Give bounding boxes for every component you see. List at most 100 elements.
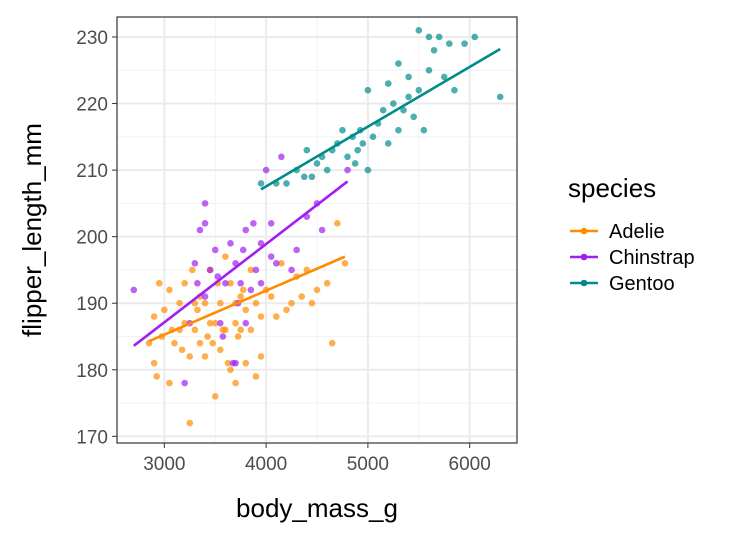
chinstrap-legend-label: Chinstrap [609, 247, 695, 269]
gentoo-point [415, 86, 423, 94]
gentoo-point [471, 33, 479, 41]
adelie-point [308, 299, 316, 307]
x-axis-title: body_mass_g [236, 493, 398, 523]
gentoo-point [395, 60, 402, 67]
chinstrap-point [272, 259, 280, 267]
gentoo-point [303, 146, 311, 154]
chinstrap-point [227, 240, 234, 247]
adelie-point [328, 339, 336, 347]
adelie-point [272, 313, 280, 320]
adelie-point [176, 299, 183, 307]
gentoo-point [354, 146, 362, 154]
adelie-point [237, 326, 244, 334]
chinstrap-point [211, 246, 219, 254]
gentoo-point [308, 173, 316, 181]
gentoo-point [351, 160, 359, 167]
chinstrap-point [214, 273, 222, 280]
chinstrap-point [250, 220, 257, 227]
gentoo-point [313, 160, 321, 167]
gentoo-point [369, 133, 377, 141]
chinstrap-point [219, 333, 227, 340]
chinstrap-point [232, 359, 239, 367]
gentoo-point [400, 106, 407, 114]
adelie-point [186, 353, 194, 360]
chinstrap-point [257, 240, 265, 247]
adelie-point [171, 339, 178, 347]
gentoo-point [405, 93, 412, 101]
x-tick-label: 4000 [245, 454, 287, 475]
x-tick-label: 6000 [449, 454, 491, 475]
gentoo-point [410, 113, 417, 121]
chinstrap-point [247, 286, 255, 294]
adelie-point [237, 293, 244, 300]
y-tick-label: 200 [76, 228, 108, 249]
gentoo-point [496, 93, 504, 101]
adelie-point [298, 293, 306, 300]
adelie-point [209, 339, 216, 347]
adelie-point [313, 286, 321, 294]
adelie-point [252, 373, 260, 380]
adelie-point [201, 299, 209, 307]
gentoo-point [283, 180, 290, 187]
adelie-point [323, 279, 331, 287]
gentoo-point [405, 73, 412, 81]
chinstrap-legend-key [580, 253, 588, 261]
chinstrap-point [257, 279, 265, 287]
gentoo-legend-label: Gentoo [609, 273, 675, 295]
data-points [130, 27, 504, 427]
adelie-point [224, 359, 232, 367]
adelie-point [166, 379, 173, 387]
y-axis-title: flipper_length_mm [17, 123, 47, 337]
adelie-point [334, 220, 341, 227]
y-tick-label: 230 [76, 28, 108, 49]
gentoo-point [364, 86, 372, 94]
gentoo-point [451, 86, 458, 94]
adelie-point [194, 306, 201, 314]
adelie-point [150, 313, 158, 320]
x-tick-label: 3000 [143, 454, 185, 475]
adelie-point [222, 253, 229, 260]
adelie-point [227, 366, 234, 374]
adelie-legend-key [580, 227, 588, 235]
chinstrap-point [222, 279, 229, 287]
gentoo-point [390, 100, 397, 107]
y-tick-label: 190 [76, 294, 108, 315]
chinstrap-point [194, 279, 201, 287]
gentoo-point [446, 40, 453, 47]
adelie-point [211, 319, 219, 327]
adelie-point [247, 326, 255, 334]
chinstrap-point [191, 259, 199, 267]
chinstrap-point [262, 166, 270, 174]
gentoo-point [440, 73, 448, 81]
gentoo-point [425, 66, 433, 74]
gentoo-point [339, 126, 346, 134]
y-tick-label: 220 [76, 95, 108, 116]
gentoo-point [420, 126, 428, 134]
gentoo-point [415, 27, 423, 34]
adelie-point [161, 306, 168, 314]
adelie-point [217, 299, 224, 307]
adelie-point [186, 419, 194, 427]
adelie-point [239, 286, 247, 294]
adelie-point [247, 266, 255, 274]
y-axis-ticks: 170 180 190 200 210 220 230 [76, 28, 117, 448]
adelie-legend-label: Adelie [609, 221, 665, 243]
gentoo-point [425, 33, 433, 41]
adelie-point [222, 326, 229, 334]
adelie-point [288, 299, 295, 307]
y-tick-label: 170 [76, 427, 108, 448]
chinstrap-point [267, 220, 275, 227]
chinstrap-point [201, 293, 209, 300]
gentoo-point [257, 180, 265, 187]
chinstrap-trend-line [133, 180, 349, 347]
adelie-point [155, 279, 163, 287]
chinstrap-point [181, 379, 188, 387]
adelie-point [211, 393, 219, 400]
adelie-point [191, 326, 199, 334]
adelie-point [341, 259, 349, 267]
adelie-point [206, 319, 214, 327]
chinstrap-point [239, 246, 247, 254]
chinstrap-point [196, 226, 204, 234]
chinstrap-point [242, 319, 250, 327]
